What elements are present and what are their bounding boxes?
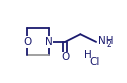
Text: H: H [84,50,92,60]
Text: 2: 2 [107,40,112,49]
Text: O: O [61,52,69,62]
Text: NH: NH [98,36,114,46]
Text: Cl: Cl [89,57,99,67]
Text: N: N [45,37,53,47]
Text: O: O [23,37,31,47]
